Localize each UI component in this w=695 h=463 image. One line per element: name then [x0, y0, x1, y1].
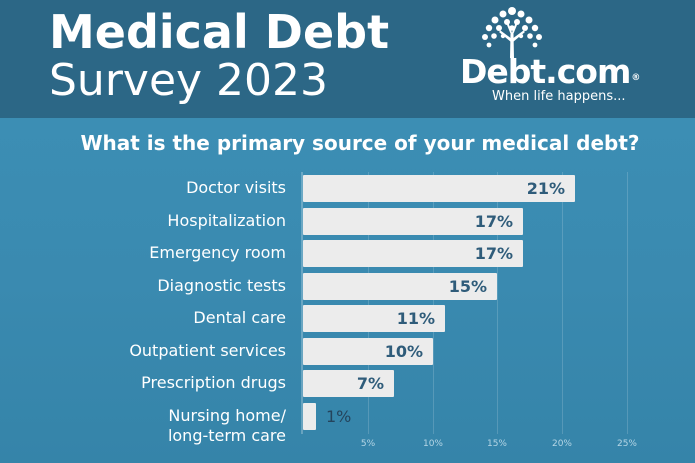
bar	[303, 370, 394, 397]
bar	[303, 402, 316, 430]
logo-tagline: When life happens...	[492, 89, 626, 104]
category-label: Emergency room	[149, 243, 286, 262]
value-label: 11%	[396, 309, 435, 328]
value-label: 17%	[474, 211, 513, 231]
x-tick-label: 15%	[486, 439, 507, 449]
value-label: 10%	[384, 341, 423, 361]
tree-icon	[482, 7, 542, 58]
bar	[303, 272, 497, 300]
gridline	[627, 172, 628, 434]
bar	[303, 240, 523, 267]
category-label: Nursing home/long-term care	[167, 405, 286, 445]
gridline	[562, 172, 563, 434]
debt-com-logo[interactable]: Debt.com® When life happens...	[456, 6, 666, 112]
registered-mark: ®	[631, 73, 640, 83]
gridline	[368, 172, 369, 434]
title-line-2: Survey 2023	[49, 55, 329, 106]
category-label: Outpatient services	[129, 340, 286, 360]
category-label: Diagnostic tests	[157, 275, 286, 295]
bar	[303, 175, 575, 202]
x-tick-label: 5%	[360, 439, 376, 449]
value-label: 1%	[326, 406, 352, 426]
category-label: Dental care	[193, 308, 286, 327]
value-label: 17%	[474, 244, 513, 263]
x-tick-label: 10%	[422, 439, 443, 449]
bar	[303, 207, 523, 235]
x-tick-label: 20%	[551, 439, 572, 449]
value-label: 7%	[356, 374, 384, 393]
chart-title: What is the primary source of your medic…	[80, 131, 640, 155]
y-axis-line	[301, 172, 303, 434]
category-label: Doctor visits	[186, 178, 286, 197]
logo-wordmark: Debt.com®	[460, 52, 640, 92]
bar	[303, 305, 445, 332]
value-label: 21%	[526, 179, 565, 198]
x-tick-label: 25%	[616, 439, 637, 449]
category-label: Hospitalization	[167, 210, 286, 230]
bar	[303, 337, 433, 365]
title-line-1: Medical Debt	[49, 5, 390, 59]
category-label: Prescription drugs	[141, 373, 286, 392]
logo-text: Debt.com	[460, 52, 631, 91]
gridline	[497, 172, 498, 434]
header-banner: Medical Debt Survey 2023	[0, 0, 695, 118]
value-label: 15%	[448, 276, 487, 296]
gridline	[433, 172, 434, 434]
